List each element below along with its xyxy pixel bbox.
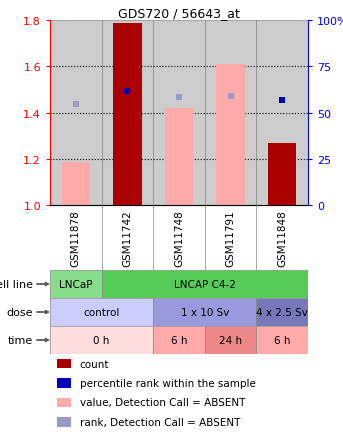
Text: GSM11748: GSM11748 (174, 210, 184, 266)
Bar (50, 326, 153, 354)
Bar (50, 21, 102, 206)
Bar (257, 21, 308, 206)
Text: cell line: cell line (0, 279, 33, 289)
Text: LNCAP C4-2: LNCAP C4-2 (174, 279, 236, 289)
Bar (216, 65, 245, 206)
Bar (205, 21, 257, 206)
Bar (153, 298, 257, 326)
Text: time: time (8, 335, 33, 345)
Bar (153, 21, 205, 206)
Text: 0 h: 0 h (93, 335, 110, 345)
Text: control: control (83, 307, 120, 317)
Text: dose: dose (7, 307, 33, 317)
Text: 1 x 10 Sv: 1 x 10 Sv (181, 307, 229, 317)
Bar (153, 326, 205, 354)
Bar (205, 326, 257, 354)
Text: percentile rank within the sample: percentile rank within the sample (80, 378, 256, 388)
Bar (113, 24, 142, 206)
Bar (62, 163, 90, 206)
Text: 4 x 2.5 Sv: 4 x 2.5 Sv (256, 307, 308, 317)
Bar (102, 270, 308, 298)
Bar (268, 143, 296, 206)
Text: 6 h: 6 h (274, 335, 291, 345)
Bar (50, 298, 153, 326)
Bar (257, 326, 308, 354)
Text: GSM11878: GSM11878 (71, 210, 81, 266)
Title: GDS720 / 56643_at: GDS720 / 56643_at (118, 7, 240, 20)
Text: 6 h: 6 h (171, 335, 187, 345)
Text: GSM11742: GSM11742 (122, 210, 132, 266)
Text: value, Detection Call = ABSENT: value, Detection Call = ABSENT (80, 398, 245, 408)
Bar (257, 298, 308, 326)
Bar (57, 398, 71, 408)
Text: 24 h: 24 h (219, 335, 242, 345)
Text: GSM11791: GSM11791 (226, 210, 236, 266)
Bar (57, 378, 71, 388)
Bar (57, 417, 71, 427)
Bar (57, 359, 71, 368)
Bar (102, 21, 153, 206)
Text: LNCaP: LNCaP (59, 279, 93, 289)
Text: rank, Detection Call = ABSENT: rank, Detection Call = ABSENT (80, 417, 240, 427)
Text: GSM11848: GSM11848 (277, 210, 287, 266)
Text: count: count (80, 359, 109, 369)
Bar (50, 270, 102, 298)
Bar (165, 108, 193, 206)
